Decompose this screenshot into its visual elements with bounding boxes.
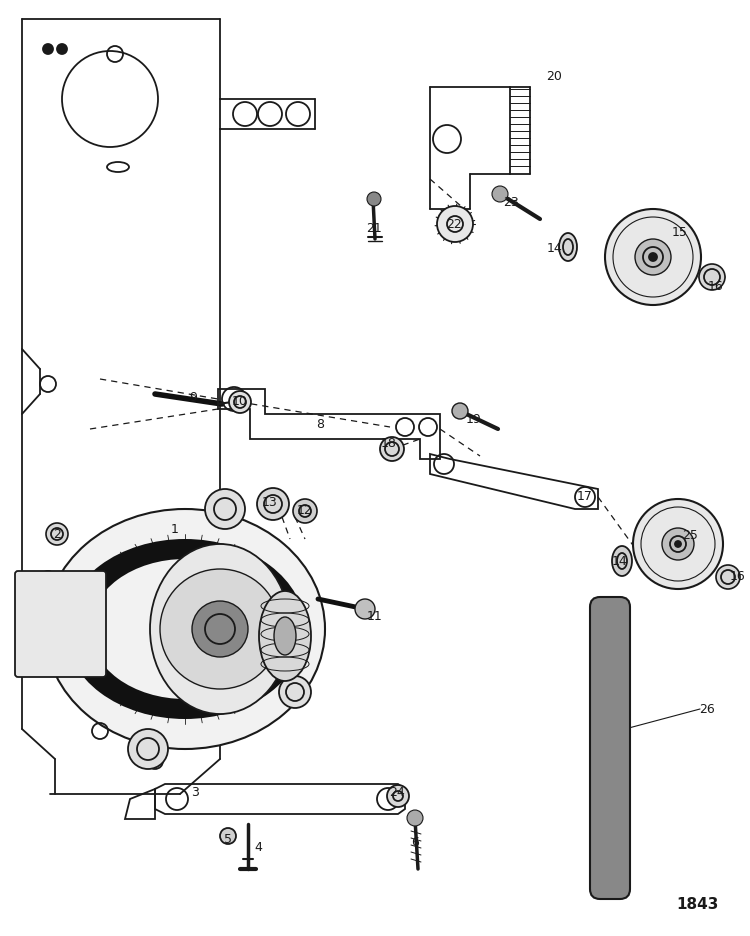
Ellipse shape [274,618,296,655]
Ellipse shape [559,234,577,262]
Text: 21: 21 [366,221,382,234]
Text: 25: 25 [682,529,698,542]
Circle shape [205,490,245,530]
Text: 19: 19 [466,413,482,426]
Circle shape [492,187,508,203]
Circle shape [43,45,53,55]
Text: 12: 12 [297,503,313,516]
Text: 14: 14 [547,241,562,255]
Text: 23: 23 [503,197,519,210]
Text: 26: 26 [699,703,715,716]
Circle shape [279,677,311,709]
Text: 16: 16 [730,570,746,583]
FancyBboxPatch shape [15,571,106,678]
Circle shape [633,500,723,590]
Circle shape [407,811,423,826]
Circle shape [257,489,289,520]
Ellipse shape [65,539,305,719]
Text: 20: 20 [546,70,562,83]
Text: 8: 8 [316,418,324,431]
Circle shape [437,207,473,242]
Text: 3: 3 [191,785,199,798]
Text: 5: 5 [224,833,232,845]
Circle shape [452,403,468,419]
Ellipse shape [45,509,325,749]
Ellipse shape [259,592,311,681]
Text: 14: 14 [612,555,628,568]
Circle shape [675,541,681,548]
Circle shape [716,565,740,590]
Circle shape [46,523,68,546]
Circle shape [355,599,375,620]
Text: 18: 18 [381,437,397,450]
Text: 15: 15 [672,227,688,240]
Text: 4: 4 [254,841,262,854]
Text: 1: 1 [171,523,179,536]
Circle shape [367,193,381,207]
FancyBboxPatch shape [590,597,630,899]
Ellipse shape [612,547,632,577]
Circle shape [662,529,694,561]
Circle shape [229,391,251,414]
Text: 6: 6 [411,836,419,849]
Circle shape [160,569,280,689]
Circle shape [57,45,67,55]
Text: 22: 22 [446,218,462,231]
Text: 17: 17 [577,490,593,503]
Ellipse shape [90,560,280,699]
Text: 10: 10 [232,395,248,408]
Circle shape [635,240,671,276]
Circle shape [387,785,409,807]
Text: 9: 9 [189,391,197,404]
Circle shape [192,601,248,657]
Circle shape [293,500,317,523]
Circle shape [605,210,701,306]
Circle shape [649,254,657,262]
Circle shape [220,828,236,844]
Text: 11: 11 [368,610,382,622]
Text: 2: 2 [53,528,61,541]
Text: 13: 13 [262,496,278,509]
Ellipse shape [150,545,290,714]
Circle shape [699,265,725,291]
Text: 16: 16 [708,280,724,293]
Circle shape [380,437,404,461]
Circle shape [128,729,168,769]
Text: 24: 24 [389,785,405,798]
Text: 7: 7 [59,615,67,628]
Text: 1843: 1843 [676,897,718,912]
